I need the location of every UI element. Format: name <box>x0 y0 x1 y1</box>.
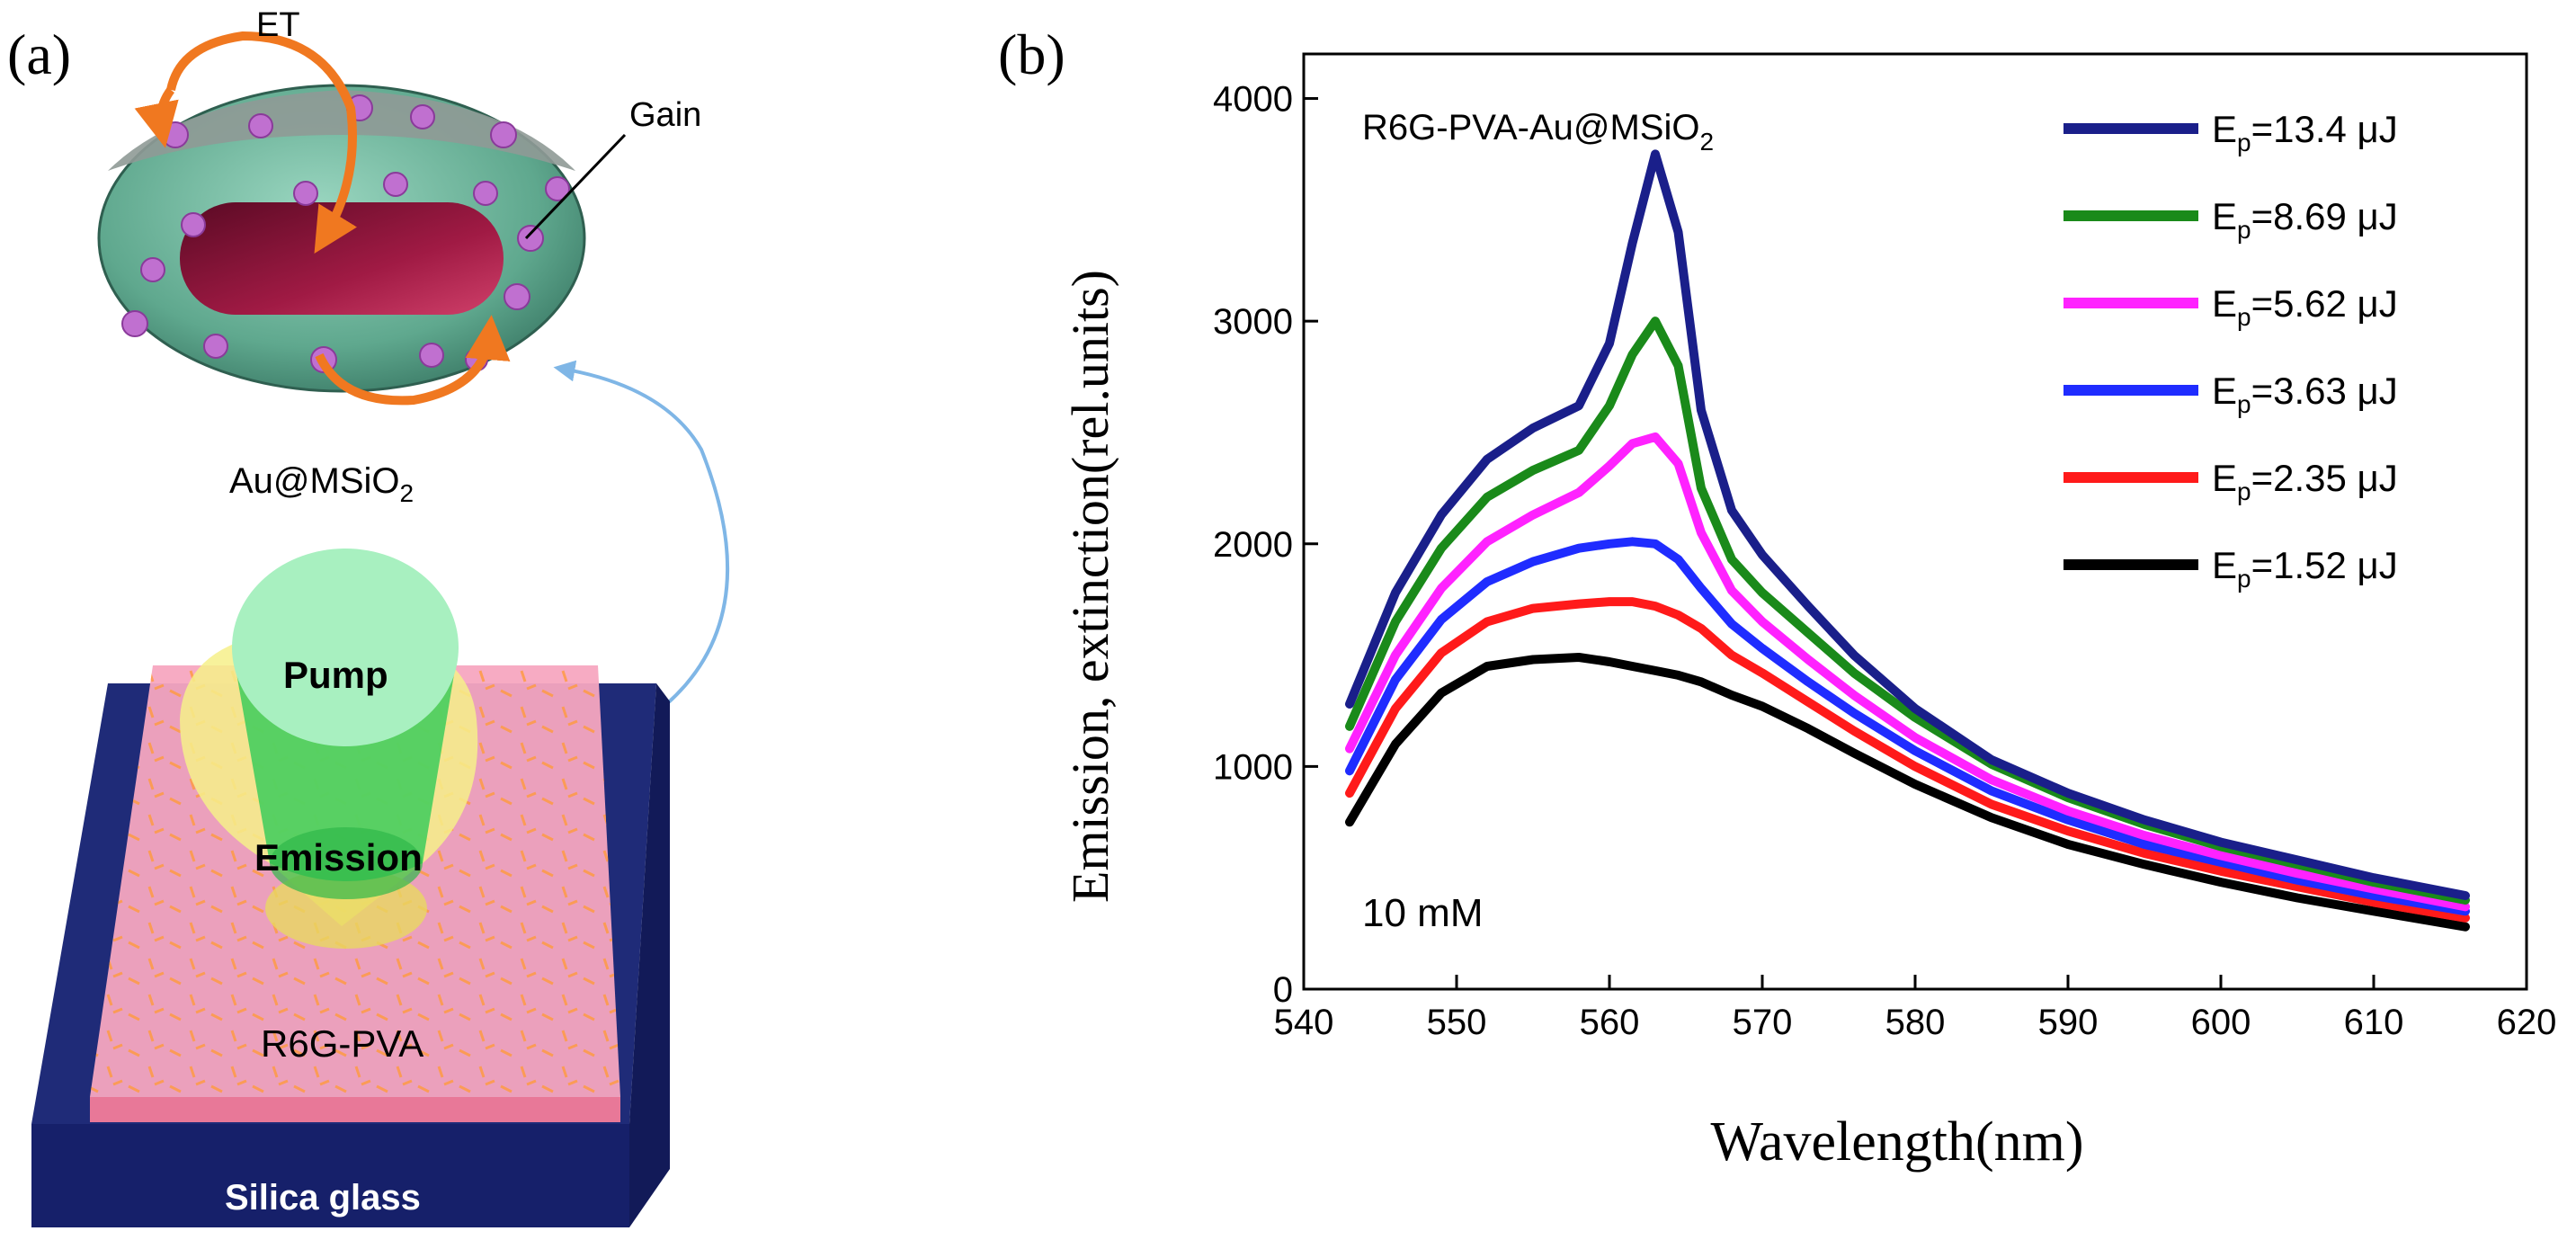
chart-title: R6G-PVA-Au@MSiO2 <box>1362 108 1714 156</box>
legend-label-0: Ep=13.4 μJ <box>2212 108 2398 156</box>
gold-core <box>180 202 504 315</box>
et-arrow-top <box>166 31 358 254</box>
plot-frame <box>1302 52 2528 991</box>
panel-b-label: (b) <box>998 22 1065 86</box>
film-edge <box>90 1097 620 1122</box>
x-tick-label-5: 590 <box>2038 1003 2099 1042</box>
y-tick-label-2: 2000 <box>1213 525 1293 565</box>
x-tick-label-7: 610 <box>2344 1003 2404 1042</box>
x-tick-label-2: 560 <box>1580 1003 1640 1042</box>
x-tick-label-0: 540 <box>1274 1003 1334 1042</box>
gain-label: Gain <box>629 96 701 134</box>
et-label: ET <box>256 6 300 44</box>
x-tick-label-4: 580 <box>1885 1003 1946 1042</box>
et-arrow-bottom <box>315 315 511 406</box>
x-tick-label-6: 600 <box>2191 1003 2251 1042</box>
x-tick-label-3: 570 <box>1733 1003 1793 1042</box>
pump-spot <box>270 827 423 899</box>
x-axis-label: Wavelength(nm) <box>1710 1111 2083 1173</box>
nanoparticle-cutaway <box>108 90 575 171</box>
pump-label: Pump <box>283 654 388 696</box>
x-tick-label-1: 550 <box>1427 1003 1487 1042</box>
y-tick-label-3: 3000 <box>1213 302 1293 342</box>
panel-a-label: (a) <box>7 22 71 86</box>
legend-label-2: Ep=5.62 μJ <box>2212 282 2398 331</box>
panel-b: (b) Emission, extinction(rel.units) Wave… <box>998 22 2556 1173</box>
et-arrow-top-tail <box>134 87 179 148</box>
y-axis-label: Emission, extinction(rel.units) <box>1061 270 1119 903</box>
series-line-3 <box>1345 537 2470 916</box>
series-line-2 <box>1345 432 2470 912</box>
y-tick-label-4: 4000 <box>1213 80 1293 120</box>
legend-label-4: Ep=2.35 μJ <box>2212 457 2398 505</box>
series-line-5 <box>1345 653 2470 932</box>
y-tick-label-0: 0 <box>1273 970 1293 1010</box>
inset-concentration: 10 mM <box>1362 891 1483 935</box>
link-arrow <box>553 360 730 721</box>
legend: Ep=13.4 μJ Ep=8.69 μJ Ep=5.62 μJ Ep=3.63 μJ… <box>2063 108 2398 593</box>
substrate-front <box>31 1124 629 1227</box>
gain-pointer <box>524 133 627 240</box>
x-tick-label-8: 620 <box>2497 1003 2557 1042</box>
series-line-4 <box>1345 597 2470 923</box>
particle-label: Au@MSiO2 <box>229 461 414 507</box>
y-tick-label-1: 1000 <box>1213 747 1293 787</box>
legend-label-5: Ep=1.52 μJ <box>2212 544 2398 593</box>
film-label: R6G-PVA <box>261 1022 423 1065</box>
pump-top <box>232 549 459 746</box>
nanoparticle <box>97 31 627 406</box>
emission-label: Emission <box>254 836 423 879</box>
plot-area: 540 550 560 570 580 590 600 610 620 0 1000 2000 3000… <box>1213 52 2557 1042</box>
substrate-label: Silica glass <box>225 1178 421 1218</box>
legend-label-3: Ep=3.63 μJ <box>2212 370 2398 418</box>
substrate-side <box>629 683 670 1227</box>
series-line-0 <box>1345 149 2470 900</box>
legend-label-1: Ep=8.69 μJ <box>2212 195 2398 244</box>
sample <box>31 549 670 1227</box>
panel-a: (a) ET Gain Au@MSiO2 <box>7 6 730 1227</box>
